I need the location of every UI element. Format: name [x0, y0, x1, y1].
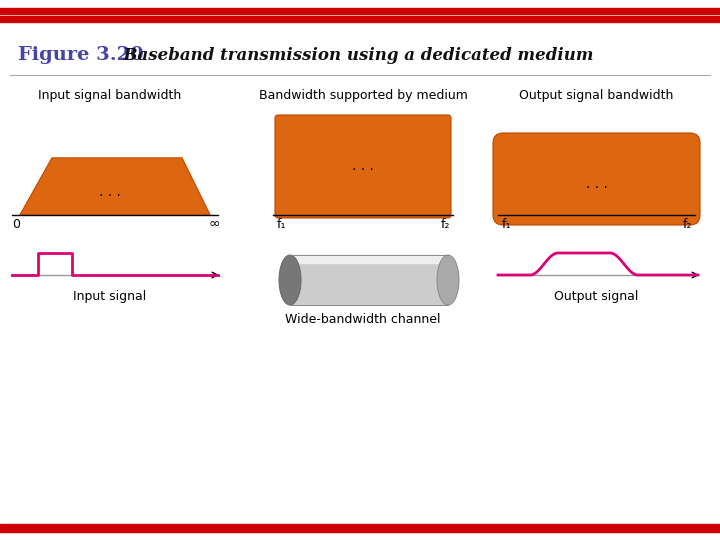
Text: f₁: f₁	[501, 218, 510, 231]
Ellipse shape	[437, 255, 459, 305]
Text: Output signal: Output signal	[554, 290, 639, 303]
Text: Baseband transmission using a dedicated medium: Baseband transmission using a dedicated …	[112, 46, 593, 64]
Text: . . .: . . .	[585, 177, 608, 191]
Text: . . .: . . .	[352, 159, 374, 173]
Text: f₂: f₂	[683, 218, 692, 231]
Text: Input signal bandwidth: Input signal bandwidth	[38, 89, 181, 102]
Text: Output signal bandwidth: Output signal bandwidth	[519, 89, 674, 102]
Ellipse shape	[279, 255, 301, 305]
Text: f₁: f₁	[276, 218, 286, 231]
Text: . . .: . . .	[99, 185, 121, 199]
Text: ∞: ∞	[208, 217, 220, 231]
Text: Input signal: Input signal	[73, 290, 147, 303]
Text: Figure 3.20: Figure 3.20	[18, 46, 143, 64]
Text: f₂: f₂	[440, 218, 450, 231]
FancyBboxPatch shape	[275, 115, 451, 218]
FancyBboxPatch shape	[290, 255, 448, 305]
Text: Wide-bandwidth channel: Wide-bandwidth channel	[285, 313, 441, 326]
Polygon shape	[20, 158, 210, 215]
FancyBboxPatch shape	[493, 133, 700, 225]
Text: 0: 0	[12, 218, 20, 231]
Text: Bandwidth supported by medium: Bandwidth supported by medium	[258, 89, 467, 102]
